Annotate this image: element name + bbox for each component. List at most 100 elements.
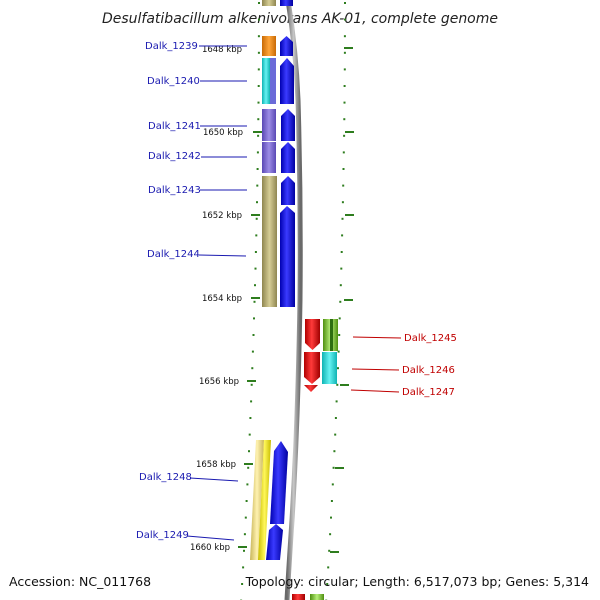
ruler-dot <box>344 2 346 4</box>
ruler-dot <box>330 500 333 502</box>
ruler-dot <box>343 51 346 54</box>
ruler-dot <box>340 251 343 253</box>
reverse-gene-labels: Dalk_1245 Dalk_1246 Dalk_1247 <box>350 333 457 398</box>
ruler-dot <box>343 85 346 87</box>
ruler-dot <box>256 168 259 170</box>
gene-arrow <box>304 352 320 384</box>
gene-arrow <box>266 524 283 560</box>
genome-summary-text: Topology: circular; Length: 6,517,073 bp… <box>245 574 589 589</box>
cog-bar <box>262 0 276 6</box>
ruler-dot <box>257 68 260 71</box>
ruler-dot <box>342 168 345 170</box>
forward-gene-arrows <box>266 0 295 560</box>
gene-label-dalk-1248[interactable]: Dalk_1248 <box>139 472 192 483</box>
ruler-dot <box>254 267 257 270</box>
gene-label-dalk-1249[interactable]: Dalk_1249 <box>136 530 189 541</box>
cog-bar <box>330 319 333 351</box>
ruler-dot <box>340 267 343 270</box>
ruler-dot <box>343 35 346 38</box>
ruler-dot <box>245 500 248 502</box>
gene-label-dalk-1244[interactable]: Dalk_1244 <box>147 249 200 260</box>
reverse-cog-track <box>310 319 338 600</box>
ruler-dot <box>257 118 260 121</box>
ruler-dot <box>343 134 346 137</box>
gene-label-dalk-1240[interactable]: Dalk_1240 <box>147 76 200 87</box>
gene-arrow <box>305 319 320 350</box>
ruler-dot <box>257 134 260 137</box>
ruler-dot <box>334 417 337 419</box>
gene-label-dalk-1243[interactable]: Dalk_1243 <box>148 185 201 196</box>
ruler-dot <box>248 433 251 436</box>
ruler-dot <box>326 583 329 585</box>
accession-text: Accession: NC_011768 <box>9 574 151 589</box>
label-leader <box>198 254 247 257</box>
gene-label-dalk-1241[interactable]: Dalk_1241 <box>148 121 201 132</box>
ruler-dot <box>258 18 260 21</box>
ruler-dot <box>247 466 250 469</box>
ruler-dot <box>253 300 256 303</box>
cog-bar <box>310 594 324 600</box>
ruler-dot <box>333 450 336 453</box>
gene-arrow <box>281 176 295 205</box>
gene-arrow <box>292 594 305 600</box>
ruler-dot <box>246 483 249 486</box>
ruler-dot <box>241 583 244 585</box>
ruler-dot <box>338 334 341 336</box>
ruler-dot <box>254 251 257 253</box>
cog-bar <box>258 440 271 560</box>
ruler-dot <box>330 516 332 519</box>
ruler-dot <box>343 68 346 71</box>
gene-arrow <box>304 385 318 392</box>
ruler-dot <box>257 101 260 104</box>
label-leader <box>350 389 400 393</box>
ruler-dot <box>341 217 344 220</box>
ruler-dot <box>344 18 346 21</box>
ruler-dot <box>254 284 256 287</box>
gene-arrow <box>280 206 295 307</box>
forward-cog-track <box>250 0 277 560</box>
cog-bar <box>322 352 337 384</box>
kbp-ticks: 1648 kbp 1650 kbp 1652 kbp 1654 kbp 1656… <box>190 45 354 553</box>
gene-label-dalk-1242[interactable]: Dalk_1242 <box>148 151 201 162</box>
ruler-dot <box>329 533 332 536</box>
ruler-dot <box>257 35 260 38</box>
ruler-dot <box>250 383 253 386</box>
gene-arrow <box>270 441 288 524</box>
ruler-dot <box>256 151 259 154</box>
ruler-dot <box>343 118 346 121</box>
ruler-dot <box>328 549 331 552</box>
gene-arrow <box>281 142 295 173</box>
gene-arrow <box>280 36 293 56</box>
ruler-dot <box>253 317 255 320</box>
kbp-label: 1652 kbp <box>202 211 242 221</box>
ruler-dot <box>243 549 245 552</box>
forward-gene-labels: Dalk_1239 Dalk_1240 Dalk_1241 Dalk_1242 … <box>136 41 247 541</box>
ruler-dot <box>337 350 340 353</box>
ruler-dot <box>248 450 250 453</box>
ruler-dot <box>244 516 247 519</box>
gene-label-dalk-1245[interactable]: Dalk_1245 <box>404 333 457 344</box>
ruler-dot <box>249 417 252 419</box>
ruler-dot <box>343 101 346 104</box>
gene-label-dalk-1246[interactable]: Dalk_1246 <box>402 365 455 376</box>
gene-arrow <box>280 0 293 6</box>
ruler-dot <box>255 217 258 220</box>
gene-label-dalk-1239[interactable]: Dalk_1239 <box>145 41 198 52</box>
ruler-dot <box>335 400 338 403</box>
kbp-label: 1654 kbp <box>202 294 242 304</box>
cog-bar <box>262 36 276 56</box>
ruler-dot <box>257 85 260 87</box>
ruler-dot <box>256 184 259 187</box>
ruler-dot <box>341 234 344 237</box>
cog-bar <box>262 176 277 307</box>
ruler-dot <box>337 367 339 370</box>
kbp-label: 1660 kbp <box>190 543 230 553</box>
cog-bar <box>250 440 264 560</box>
cog-bar <box>262 58 270 104</box>
ruler-dot <box>332 466 335 469</box>
ruler-dot <box>338 317 341 320</box>
gene-label-dalk-1247[interactable]: Dalk_1247 <box>402 387 455 398</box>
ruler-dot <box>251 367 254 370</box>
cog-bar <box>270 58 276 104</box>
